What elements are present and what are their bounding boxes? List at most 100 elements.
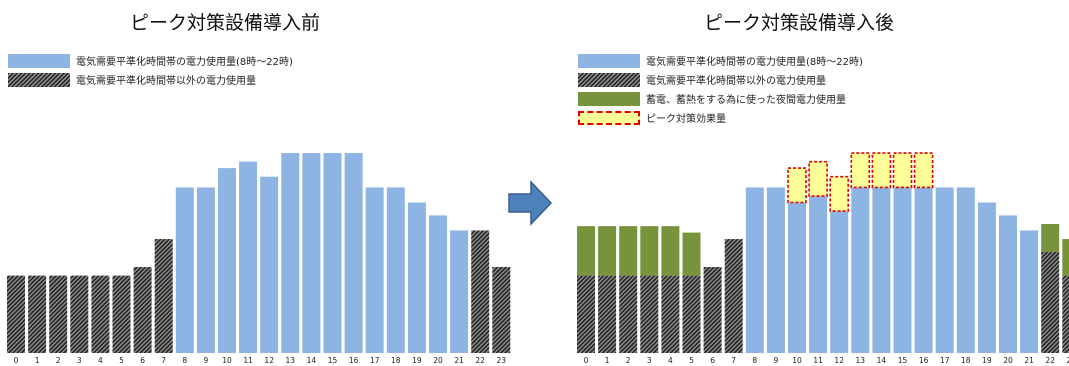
x-tick-label-after-5: 5 [689, 356, 694, 365]
bar-before-series0-hour-15 [323, 153, 342, 353]
x-tick-label-before-13: 13 [286, 356, 296, 365]
x-tick-label-after-23: 23 [1067, 356, 1069, 365]
bar-before-series0-hour-8 [175, 187, 194, 353]
x-tick-label-before-8: 8 [182, 356, 187, 365]
bar-before-series1-hour-4 [91, 275, 110, 353]
legend-swatch-blue [8, 53, 70, 68]
legend-item-peak-effect: ピーク対策効果量 [578, 109, 863, 126]
bar-before-series1-hour-1 [28, 275, 47, 353]
legend-item-peak-usage: 電気需要平準化時間帯の電力使用量(8時～22時) [578, 52, 863, 69]
legend-swatch-hatch [8, 72, 70, 87]
legend-swatch-blue [578, 53, 640, 68]
legend-swatch-yellow [578, 110, 640, 125]
legend-label: 電気需要平準化時間帯の電力使用量(8時～22時) [76, 57, 293, 68]
x-tick-label-before-15: 15 [328, 356, 338, 365]
x-tick-label-before-0: 0 [14, 356, 19, 365]
legend-swatch-green [578, 91, 640, 106]
chart-title-before: ピーク対策設備導入前 [130, 12, 321, 34]
chart-title-after: ピーク対策設備導入後 [704, 12, 895, 34]
x-tick-label-after-10: 10 [792, 356, 802, 365]
bar-after-series2-hour-4 [661, 226, 680, 276]
bar-before-series0-hour-11 [239, 161, 258, 353]
x-tick-label-before-23: 23 [497, 356, 507, 365]
x-tick-label-after-13: 13 [856, 356, 866, 365]
bar-before-series1-hour-0 [7, 275, 25, 353]
x-tick-label-before-6: 6 [140, 356, 145, 365]
legend-item-night-storage: 蓄電、蓄熱をする為に使った夜間電力使用量 [578, 90, 863, 107]
x-tick-label-after-0: 0 [584, 356, 589, 365]
bar-after-series2-hour-23 [1062, 239, 1069, 276]
bar-after-series1-hour-20 [999, 215, 1017, 353]
x-tick-label-before-18: 18 [391, 356, 401, 365]
x-tick-label-after-1: 1 [605, 356, 610, 365]
x-tick-label-before-3: 3 [77, 356, 82, 365]
legend-item-peak-usage: 電気需要平準化時間帯の電力使用量(8時～22時) [8, 52, 293, 69]
x-tick-label-before-7: 7 [161, 356, 166, 365]
right-arrow-icon [508, 180, 553, 226]
bar-before-series0-hour-19 [407, 202, 426, 353]
bar-before-series0-hour-17 [365, 187, 384, 353]
bar-before-series1-hour-6 [133, 267, 152, 353]
bar-after-series2-hour-5 [682, 232, 701, 276]
bar-before-series1-hour-23 [492, 267, 511, 353]
x-tick-label-after-17: 17 [940, 356, 950, 365]
bar-after-series2-hour-1 [598, 226, 617, 276]
bar-before-series1-hour-3 [70, 275, 89, 353]
bar-before-series0-hour-21 [450, 230, 469, 353]
x-tick-label-after-12: 12 [834, 356, 844, 365]
bar-before-series1-hour-7 [154, 239, 173, 353]
legend-item-offpeak-usage: 電気需要平準化時間帯以外の電力使用量 [8, 71, 293, 88]
bar-after-series1-hour-17 [935, 187, 954, 353]
bar-after-series0-hour-4 [661, 275, 680, 353]
legend-after: 電気需要平準化時間帯の電力使用量(8時～22時) 電気需要平準化時間帯以外の電力… [578, 52, 863, 128]
bar-after-series0-hour-1 [598, 275, 617, 353]
bar-after-series1-hour-16 [914, 187, 933, 353]
x-tick-label-after-19: 19 [982, 356, 992, 365]
bar-after-series3-hour-15 [892, 152, 913, 189]
bar-before-series1-hour-2 [49, 275, 68, 353]
x-tick-label-after-9: 9 [774, 356, 779, 365]
bar-after-series1-hour-19 [977, 202, 996, 353]
bar-after-series0-hour-22 [1041, 251, 1060, 353]
x-tick-label-after-15: 15 [898, 356, 908, 365]
bar-before-series0-hour-9 [196, 187, 215, 353]
bar-after-series0-hour-2 [619, 275, 638, 353]
x-tick-label-after-4: 4 [668, 356, 673, 365]
bar-after-series1-hour-10 [788, 202, 806, 353]
x-tick-label-before-17: 17 [370, 356, 380, 365]
bar-after-series1-hour-8 [745, 187, 764, 353]
x-tick-label-after-7: 7 [731, 356, 736, 365]
bar-after-series0-hour-23 [1062, 275, 1069, 353]
bar-before-series0-hour-13 [281, 153, 300, 353]
bar-after-series1-hour-11 [809, 196, 828, 353]
x-tick-label-before-19: 19 [412, 356, 422, 365]
bar-after-series2-hour-22 [1041, 224, 1060, 252]
bar-after-series1-hour-12 [830, 211, 849, 353]
x-tick-label-before-5: 5 [119, 356, 124, 365]
bar-after-series3-hour-14 [871, 152, 892, 189]
x-tick-label-before-21: 21 [454, 356, 464, 365]
x-tick-label-before-22: 22 [475, 356, 485, 365]
bar-after-series3-hour-11 [808, 160, 828, 197]
bar-before-series0-hour-16 [344, 153, 363, 353]
x-tick-label-before-11: 11 [243, 356, 253, 365]
bar-after-series1-hour-18 [956, 187, 975, 353]
bar-before-series0-hour-20 [429, 215, 447, 353]
legend-label: 電気需要平準化時間帯以外の電力使用量 [76, 76, 256, 87]
x-tick-label-before-4: 4 [98, 356, 103, 365]
bar-before-series0-hour-14 [302, 153, 321, 353]
x-tick-label-before-16: 16 [349, 356, 359, 365]
x-tick-label-after-20: 20 [1003, 356, 1013, 365]
bar-after-series1-hour-13 [851, 187, 870, 353]
bar-after-series3-hour-16 [913, 152, 934, 189]
x-tick-label-after-6: 6 [710, 356, 715, 365]
bar-after-series2-hour-3 [640, 226, 659, 276]
bar-after-series0-hour-7 [724, 239, 743, 353]
legend-before: 電気需要平準化時間帯の電力使用量(8時～22時) 電気需要平準化時間帯以外の電力… [8, 52, 293, 90]
x-tick-label-before-1: 1 [35, 356, 40, 365]
x-tick-label-before-20: 20 [433, 356, 443, 365]
x-tick-label-after-22: 22 [1045, 356, 1055, 365]
legend-item-offpeak-usage: 電気需要平準化時間帯以外の電力使用量 [578, 71, 863, 88]
bar-after-series0-hour-6 [703, 267, 722, 353]
